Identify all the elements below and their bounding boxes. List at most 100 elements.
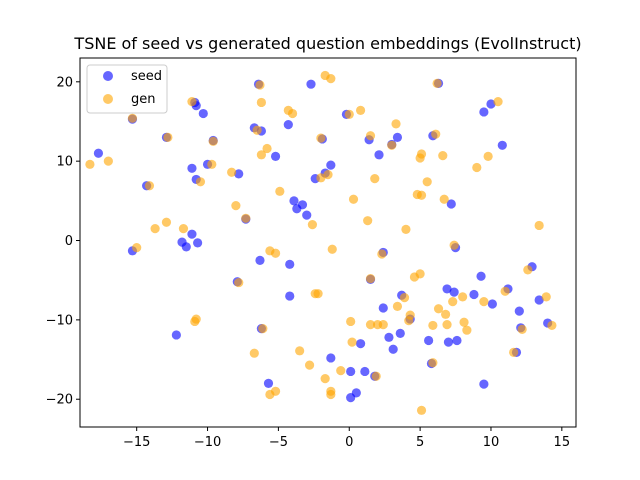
- seed-point: [392, 132, 403, 142]
- seed-point: [187, 229, 197, 239]
- seed-point: [479, 107, 489, 117]
- gen-point: [323, 170, 333, 180]
- gen-point: [462, 325, 472, 335]
- gen-point: [472, 162, 482, 173]
- gen-point: [433, 304, 444, 314]
- seed-point: [388, 344, 398, 354]
- gen-point: [234, 277, 244, 288]
- y-tick-label: −20: [46, 393, 73, 408]
- seed-point: [302, 210, 312, 220]
- gen-point: [255, 80, 265, 90]
- gen-point: [207, 159, 217, 169]
- seed-point: [326, 353, 336, 363]
- seed-point: [360, 366, 370, 377]
- gen-point: [399, 293, 410, 303]
- legend-label-gen: gen: [131, 92, 156, 107]
- gen-point: [326, 389, 336, 400]
- gen-point: [256, 97, 266, 108]
- seed-point: [285, 259, 295, 269]
- seed-point: [374, 150, 384, 160]
- gen-point: [178, 224, 189, 234]
- gen-point: [346, 316, 356, 327]
- gen-point: [132, 243, 142, 253]
- seed-point: [395, 328, 405, 338]
- gen-point: [187, 97, 197, 107]
- gen-point: [517, 324, 527, 334]
- gen-point: [392, 301, 403, 311]
- gen-point: [347, 337, 357, 347]
- gen-point: [431, 129, 441, 139]
- seed-point: [285, 291, 295, 301]
- y-tick-label: 0: [65, 234, 73, 249]
- gen-point: [458, 292, 468, 302]
- gen-point: [344, 109, 354, 119]
- seed-point: [487, 299, 497, 309]
- gen-point: [416, 190, 427, 200]
- gen-point: [370, 174, 380, 184]
- legend-marker-gen: [103, 94, 113, 104]
- x-tick-label: 5: [416, 435, 424, 450]
- seed-point: [442, 284, 452, 294]
- gen-point: [348, 194, 359, 204]
- gen-point: [432, 78, 442, 88]
- seed-point: [514, 306, 524, 316]
- seed-point: [326, 160, 336, 170]
- seed-point: [297, 200, 308, 210]
- gen-point: [378, 320, 388, 330]
- seed-point: [534, 295, 544, 305]
- gen-point: [442, 320, 452, 330]
- series-gen: [85, 70, 557, 415]
- seed-point: [93, 148, 104, 158]
- seed-point: [469, 289, 479, 300]
- gen-point: [416, 405, 427, 415]
- gen-point: [304, 360, 315, 370]
- data-points: [85, 70, 557, 415]
- seed-point: [198, 108, 208, 119]
- gen-point: [316, 133, 326, 143]
- gen-point: [163, 132, 173, 142]
- gen-point: [85, 159, 95, 169]
- gen-point: [534, 220, 544, 231]
- gen-point: [523, 265, 533, 275]
- gen-point: [150, 224, 160, 234]
- gen-point: [144, 181, 155, 191]
- gen-point: [377, 249, 387, 259]
- seed-point: [443, 337, 454, 347]
- seed-point: [289, 196, 299, 206]
- gen-point: [127, 113, 138, 123]
- plot-frame: [79, 57, 577, 428]
- gen-point: [428, 320, 438, 331]
- gen-point: [307, 220, 318, 230]
- seed-point: [446, 199, 456, 209]
- gen-point: [449, 240, 459, 250]
- gen-point: [326, 74, 336, 84]
- gen-point: [231, 201, 241, 211]
- gen-point: [195, 177, 206, 187]
- legend: seed gen: [86, 64, 168, 114]
- gen-point: [405, 310, 415, 320]
- gen-point: [252, 125, 262, 135]
- seed-point: [424, 335, 434, 346]
- seed-point: [476, 271, 486, 281]
- seed-point: [306, 79, 316, 89]
- gen-point: [439, 194, 449, 204]
- gen-point: [365, 320, 376, 330]
- gen-point: [483, 151, 493, 161]
- y-tick-label: 10: [56, 155, 73, 170]
- axis-ticks: −15 −10 −5 0 5 10 15 −20 −10 0 10 20: [46, 75, 571, 450]
- seed-point: [263, 378, 274, 388]
- chart-title: TSNE of seed vs generated question embed…: [73, 34, 581, 53]
- gen-point: [336, 366, 346, 376]
- gen-point: [249, 348, 259, 358]
- gen-point: [295, 346, 305, 356]
- gen-point: [448, 297, 458, 307]
- seed-point: [255, 255, 265, 265]
- seed-point: [270, 151, 281, 161]
- seed-point: [449, 287, 459, 297]
- x-tick-label: −10: [194, 435, 221, 450]
- gen-point: [320, 373, 330, 384]
- seed-point: [346, 366, 356, 377]
- gen-point: [428, 358, 438, 368]
- seed-point: [187, 163, 197, 173]
